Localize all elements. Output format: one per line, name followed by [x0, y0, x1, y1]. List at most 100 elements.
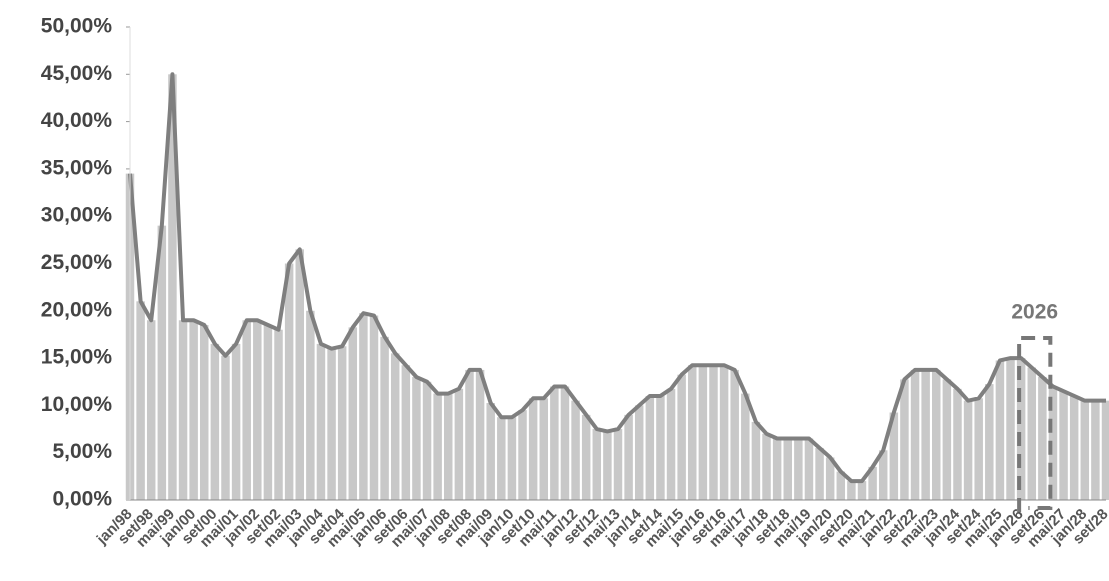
bar — [178, 320, 188, 500]
bar — [666, 388, 676, 500]
bar — [581, 414, 591, 500]
rate-line — [128, 72, 1106, 484]
bar — [369, 315, 379, 500]
bar — [1091, 400, 1100, 500]
bar — [433, 393, 442, 500]
bar — [274, 329, 283, 500]
bar — [719, 365, 729, 500]
bar — [189, 320, 198, 500]
y-tick-label: 25,00% — [41, 251, 113, 274]
y-tick-label: 15,00% — [41, 346, 113, 369]
bar — [146, 320, 156, 500]
bar — [263, 324, 273, 500]
bar — [953, 388, 962, 500]
bar — [444, 393, 453, 500]
bar — [857, 481, 867, 500]
y-tick-label: 50,00% — [41, 15, 113, 38]
bar — [825, 457, 835, 500]
bar — [613, 429, 623, 500]
bar — [571, 400, 580, 500]
bar — [868, 466, 877, 500]
bar — [995, 360, 1005, 500]
bar — [741, 393, 750, 500]
bar — [751, 421, 761, 500]
bar — [1048, 386, 1058, 500]
bar — [677, 374, 686, 500]
bar — [221, 355, 230, 500]
bar — [592, 429, 602, 500]
bar — [284, 263, 294, 500]
bar — [772, 438, 782, 500]
bar — [709, 365, 718, 500]
bar — [985, 384, 994, 500]
bar — [942, 379, 952, 500]
bar — [560, 386, 570, 500]
bar — [528, 398, 538, 500]
bar — [1038, 377, 1047, 500]
bar — [359, 313, 368, 500]
bar — [454, 388, 464, 500]
y-tick-label: 10,00% — [41, 393, 113, 416]
y-tick-label: 35,00% — [41, 156, 113, 179]
bar — [688, 365, 697, 500]
bar — [518, 410, 527, 500]
bar — [136, 301, 145, 500]
bar — [475, 369, 485, 500]
bar — [932, 369, 941, 500]
bar — [624, 414, 633, 500]
annotation: 2026 — [1011, 301, 1058, 324]
bar — [327, 348, 336, 500]
bar — [306, 310, 315, 500]
bar — [507, 417, 517, 500]
y-tick-label: 0,00% — [52, 488, 112, 511]
bar — [889, 412, 899, 500]
bar — [157, 225, 167, 500]
bar — [337, 346, 347, 500]
bar — [794, 438, 803, 500]
bar — [847, 481, 856, 500]
bar — [242, 320, 251, 500]
bar — [910, 369, 920, 500]
bar — [210, 343, 220, 500]
bar — [815, 447, 824, 500]
bar — [1059, 391, 1068, 500]
bar — [422, 381, 432, 500]
bar — [1101, 400, 1109, 500]
bar — [539, 398, 548, 500]
bar — [900, 379, 909, 500]
bar — [1080, 400, 1090, 500]
bar — [1006, 358, 1015, 500]
bar — [316, 343, 326, 500]
bar — [974, 398, 983, 500]
bar — [486, 403, 495, 500]
bar — [168, 74, 177, 501]
bar — [412, 377, 421, 500]
bar — [878, 450, 888, 500]
highlight-box — [1017, 336, 1053, 512]
bar — [497, 417, 506, 500]
bar — [762, 433, 771, 500]
bar — [836, 471, 846, 500]
bar — [730, 369, 739, 500]
bar — [634, 405, 644, 500]
bar — [295, 249, 304, 500]
bar — [963, 400, 973, 500]
bar — [804, 438, 814, 500]
bar — [465, 369, 474, 500]
bar — [200, 324, 209, 500]
bar — [783, 438, 792, 500]
bar — [401, 365, 411, 500]
bar — [1027, 367, 1036, 500]
bar — [348, 327, 358, 500]
bar — [550, 386, 559, 500]
bar — [231, 343, 241, 500]
bar — [253, 320, 262, 500]
bar — [698, 365, 708, 500]
bar — [656, 395, 665, 500]
bar — [380, 336, 389, 500]
y-tick-label: 30,00% — [41, 204, 113, 227]
bar — [1016, 358, 1026, 500]
y-tick-label: 45,00% — [41, 62, 113, 85]
y-tick-label: 20,00% — [41, 298, 113, 321]
